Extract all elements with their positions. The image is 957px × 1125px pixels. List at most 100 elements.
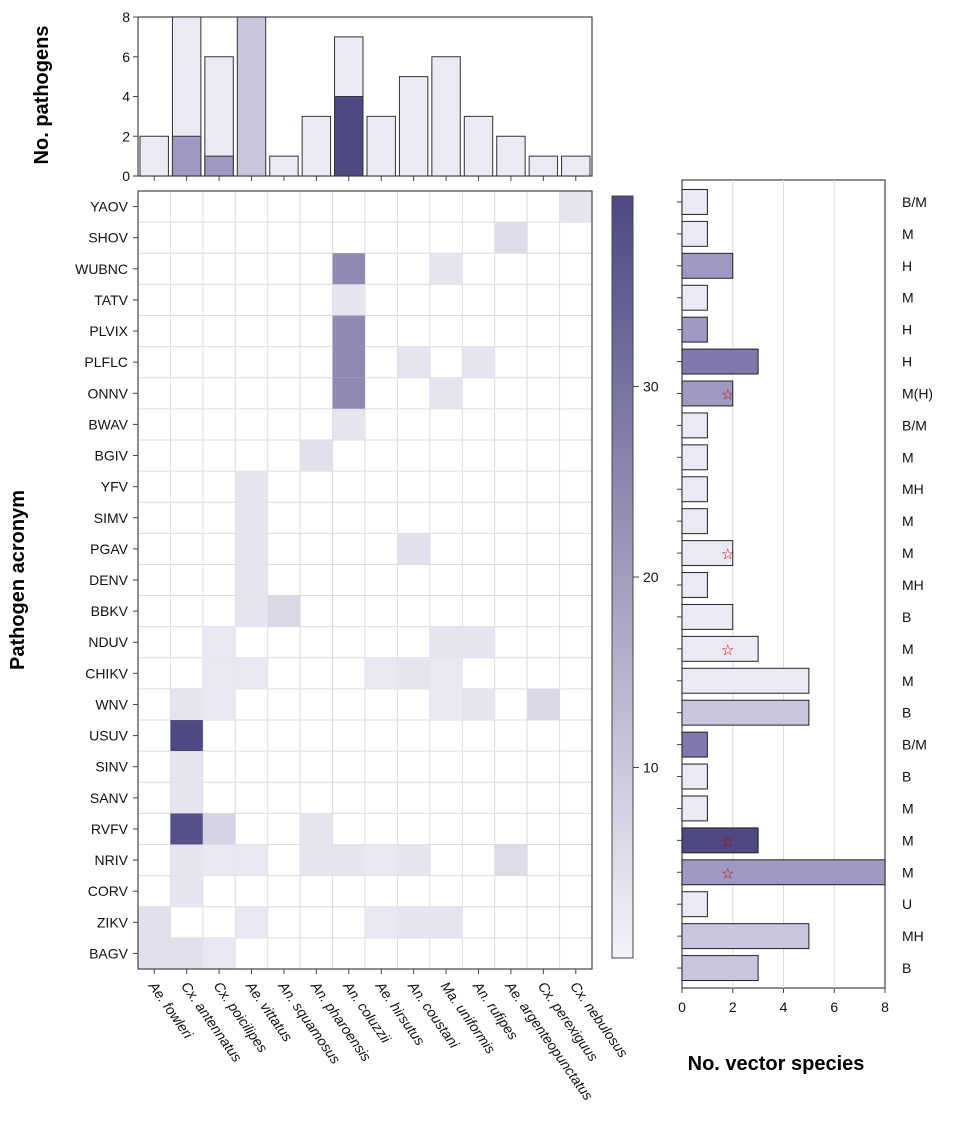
right-bar [681, 412, 708, 439]
right-bar [681, 380, 734, 407]
right-bar [681, 955, 759, 982]
heatmap-ytick-label: NDUV [88, 634, 128, 650]
heatmap-cell [235, 471, 268, 503]
heatmap-ytick-label: ONNV [88, 385, 129, 401]
heatmap-cell [170, 844, 203, 876]
top-bar [561, 155, 591, 177]
heatmap-cell [332, 253, 365, 285]
colorbar: 10 20 30 [611, 195, 659, 959]
heatmap-ytick-label: TATV [94, 292, 128, 308]
host-label: M(H) [902, 385, 933, 401]
top-bar [463, 115, 494, 177]
heatmap-ytick-label: BBKV [91, 603, 129, 619]
heatmap-cell [202, 844, 236, 876]
star-marker: ☆ [721, 641, 734, 659]
heatmap-cell [397, 346, 430, 378]
heatmap-cell [170, 720, 203, 752]
right-xtick-label: 4 [780, 999, 788, 1015]
heatmap-cell [365, 906, 398, 938]
host-label: B [902, 609, 911, 625]
heatmap-ytick-label: SINV [95, 759, 128, 775]
right-xtick-label: 0 [678, 999, 686, 1015]
star-marker: ☆ [721, 864, 734, 882]
colorbar-bar [611, 195, 634, 959]
heatmap-cell [559, 191, 592, 223]
star-marker: ☆ [721, 832, 734, 850]
top-chart-ylabel: No. pathogens [31, 26, 53, 165]
heatmap-cell [202, 626, 236, 658]
top-ytick-label: 2 [122, 128, 130, 144]
right-bar [681, 316, 708, 343]
right-bar [681, 444, 708, 471]
right-bar [681, 476, 708, 503]
top-ytick-label: 8 [122, 9, 130, 25]
heatmap-cell [235, 657, 268, 689]
right-bar [681, 284, 708, 311]
right-bar [681, 348, 759, 375]
heatmap-cell [170, 937, 203, 969]
heatmap-cell [235, 533, 268, 565]
heatmap-cell [397, 906, 430, 938]
right-bar [681, 827, 759, 854]
heatmap-cell [527, 688, 560, 721]
top-bar [301, 115, 332, 177]
heatmap-ytick-label: ZIKV [97, 914, 129, 930]
top-bar [398, 76, 429, 177]
top-bar [236, 16, 267, 177]
heatmap-cell [332, 284, 365, 316]
colorbar-tick-label: 10 [643, 760, 659, 776]
heatmap-cell [170, 782, 203, 814]
heatmap-ytick-label: SANV [90, 790, 129, 806]
host-label: M [902, 864, 914, 880]
heatmap-ytick-label: CHIKV [85, 665, 128, 681]
top-bar [431, 56, 461, 177]
heatmap-cell [397, 657, 430, 689]
right-bar [681, 795, 708, 822]
right-bar [681, 763, 708, 790]
top-bar [139, 135, 169, 177]
right-bar [681, 731, 708, 758]
star-marker: ☆ [721, 385, 734, 403]
right-chart-xlabel: No. vector species [688, 1053, 865, 1075]
top-ytick-label: 4 [122, 89, 130, 105]
heatmap-cell [267, 595, 301, 627]
host-label: B [902, 960, 911, 976]
heatmap-cell [235, 502, 268, 534]
heatmap-cell [235, 844, 268, 876]
right-bar [681, 603, 734, 630]
host-label: B [902, 705, 911, 721]
heatmap-ytick-label: BWAV [88, 416, 128, 432]
host-label: M [902, 641, 914, 657]
heatmap-cell [429, 253, 463, 285]
heatmap-ytick-label: USUV [89, 728, 129, 744]
heatmap-cell [202, 657, 236, 689]
heatmap-cell [332, 315, 365, 347]
heatmap-cell [235, 906, 268, 938]
right-bar [681, 859, 886, 886]
heatmap-cell [202, 688, 236, 721]
heatmap-cell [332, 346, 365, 378]
heatmap-ytick-label: SHOV [88, 230, 128, 246]
host-label: M [902, 513, 914, 529]
top-bar-highlight [171, 135, 202, 177]
host-label: M [902, 673, 914, 689]
colorbar-tick-label: 30 [643, 379, 659, 395]
heatmap-cell [365, 844, 398, 876]
heatmap-cell [429, 377, 463, 409]
heatmap-cell [300, 813, 333, 845]
host-label: M [902, 800, 914, 816]
heatmap-ytick-label: DENV [89, 572, 129, 588]
host-label: B/M [902, 737, 927, 753]
right-bar [681, 540, 734, 567]
heatmap-cell [235, 564, 268, 596]
heatmap-ytick-label: NRIV [95, 852, 129, 868]
heatmap-cell [462, 688, 495, 721]
heatmap-ytick-label: SIMV [94, 510, 129, 526]
heatmap-cell [429, 688, 463, 721]
heatmap-cell [202, 813, 236, 845]
host-label: H [902, 354, 912, 370]
top-bar [496, 135, 526, 177]
top-bar-highlight [334, 96, 364, 177]
heatmap-cell [235, 595, 268, 627]
